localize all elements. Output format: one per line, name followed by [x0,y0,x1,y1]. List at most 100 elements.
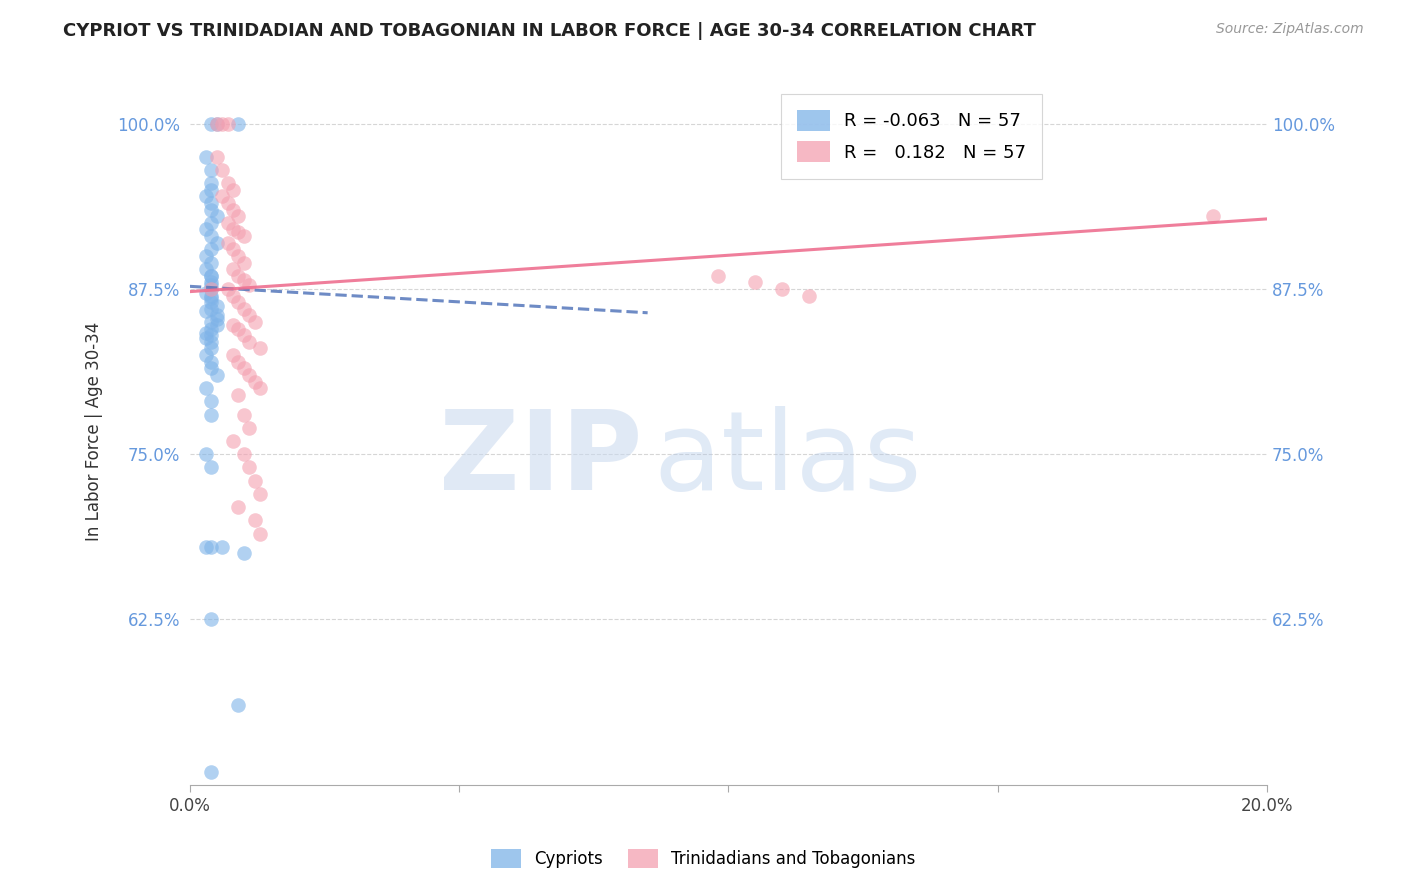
Point [222,348,245,362]
Point [195,331,218,345]
Point [222,318,245,332]
Point [200,408,222,422]
Point [195,249,218,263]
Point [228,698,250,713]
Legend: Cypriots, Trinidadians and Tobagonians: Cypriots, Trinidadians and Tobagonians [484,842,922,875]
Point [222,434,245,448]
Point [205,368,228,382]
Point [217,216,239,230]
Point [200,255,222,269]
Point [243,513,266,527]
Point [222,183,245,197]
Point [200,282,222,296]
Point [232,447,254,461]
Point [205,235,228,250]
Point [217,196,239,211]
Point [211,540,233,554]
Point [205,117,228,131]
Point [211,117,233,131]
Point [200,183,222,197]
Point [195,381,218,395]
Point [200,268,222,283]
Point [222,242,245,256]
Y-axis label: In Labor Force | Age 30-34: In Labor Force | Age 30-34 [86,321,103,541]
Point [232,255,254,269]
Point [200,276,222,290]
Point [195,222,218,236]
Point [200,117,222,131]
Point [217,235,239,250]
Point [706,268,728,283]
Point [200,288,222,302]
Point [200,354,222,368]
Point [200,334,222,349]
Point [200,196,222,211]
Point [205,299,228,313]
Point [195,304,218,318]
Point [217,176,239,190]
Point [200,176,222,190]
Point [200,613,222,627]
Text: CYPRIOT VS TRINIDADIAN AND TOBAGONIAN IN LABOR FORCE | AGE 30-34 CORRELATION CHA: CYPRIOT VS TRINIDADIAN AND TOBAGONIAN IN… [63,22,1036,40]
Point [238,334,260,349]
Point [249,381,271,395]
Point [200,540,222,554]
Point [211,189,233,203]
Text: atlas: atlas [652,406,921,513]
Point [238,421,260,435]
Point [238,278,260,293]
Point [222,262,245,277]
Point [232,328,254,343]
Point [228,117,250,131]
Point [200,342,222,356]
Point [232,273,254,287]
Text: ZIP: ZIP [439,406,643,513]
Point [205,318,228,332]
Point [200,764,222,779]
Point [205,150,228,164]
Point [238,368,260,382]
Point [205,312,228,326]
Point [228,321,250,335]
Point [217,282,239,296]
Point [228,500,250,515]
Point [243,375,266,389]
Point [232,361,254,376]
Point [200,315,222,329]
Point [744,276,766,290]
Point [200,291,222,305]
Point [243,474,266,488]
Point [232,301,254,316]
Point [228,388,250,402]
Point [195,150,218,164]
Point [228,354,250,368]
Point [200,268,222,283]
Point [200,202,222,217]
Point [238,309,260,323]
Legend: R = -0.063   N = 57, R =   0.182   N = 57: R = -0.063 N = 57, R = 0.182 N = 57 [780,94,1042,178]
Point [228,209,250,223]
Point [228,225,250,239]
Point [200,361,222,376]
Point [222,202,245,217]
Point [222,288,245,302]
Point [238,460,260,475]
Point [200,216,222,230]
Point [200,460,222,475]
Point [195,348,218,362]
Point [211,163,233,178]
Point [205,209,228,223]
Point [228,295,250,310]
Point [249,526,271,541]
Point [232,546,254,560]
Point [228,268,250,283]
Point [200,278,222,293]
Point [195,285,218,300]
Point [195,262,218,277]
Point [195,447,218,461]
Point [200,321,222,335]
Point [770,282,793,296]
Point [232,408,254,422]
Point [249,487,271,501]
Text: Source: ZipAtlas.com: Source: ZipAtlas.com [1216,22,1364,37]
